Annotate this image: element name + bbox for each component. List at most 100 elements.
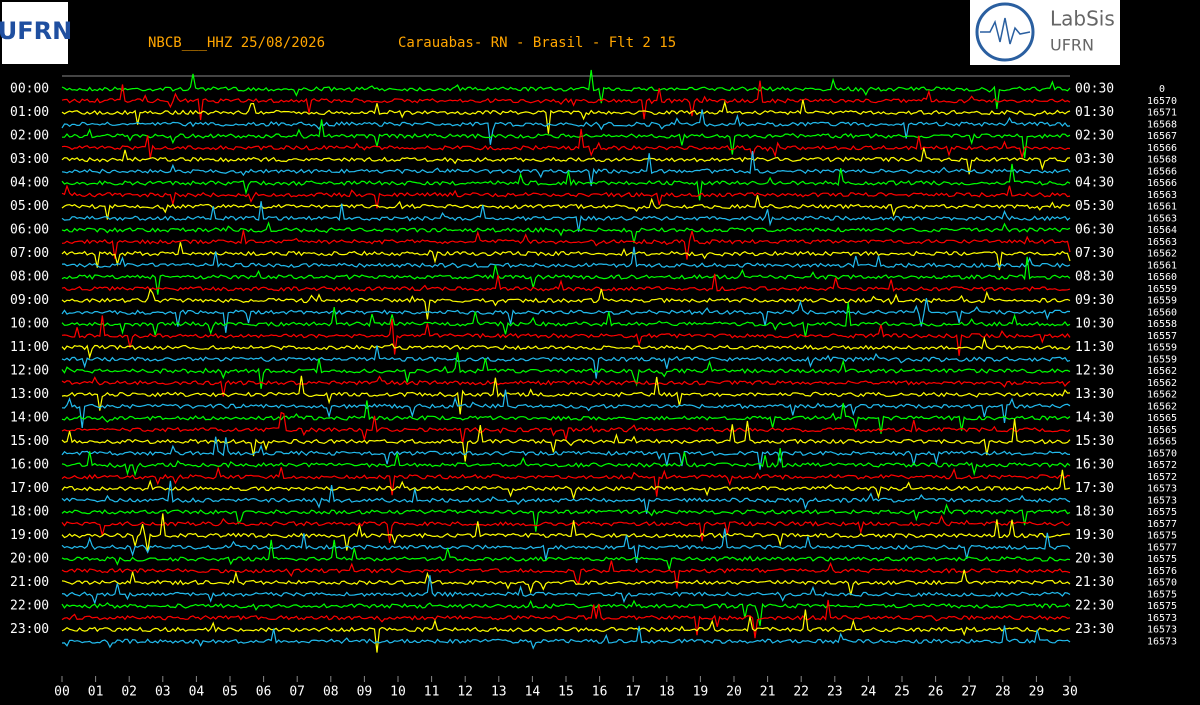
hour-label-right: 11:30	[1075, 340, 1114, 355]
hour-label-right: 12:30	[1075, 364, 1114, 379]
trace	[61, 256, 1071, 295]
minute-label: 05	[222, 685, 238, 700]
hour-label-left: 17:00	[10, 481, 49, 496]
minute-label: 25	[894, 685, 910, 700]
hour-label-right: 18:30	[1075, 505, 1114, 520]
hour-label-right: 21:30	[1075, 575, 1114, 590]
trace	[61, 69, 1071, 109]
offset-label: 16570	[1147, 96, 1177, 107]
offset-label: 16559	[1147, 354, 1177, 365]
minute-label: 02	[121, 685, 137, 700]
hour-label-left: 16:00	[10, 458, 49, 473]
offset-label: 16567	[1147, 131, 1177, 142]
trace	[61, 514, 1071, 543]
hour-label-left: 06:00	[10, 223, 49, 238]
minute-label: 03	[155, 685, 171, 700]
trace	[61, 195, 1071, 220]
trace	[61, 609, 1071, 653]
offset-label: 16573	[1147, 613, 1177, 624]
minute-label: 23	[827, 685, 843, 700]
offset-label: 16562	[1147, 249, 1177, 260]
minute-label: 24	[861, 685, 877, 700]
trace	[61, 560, 1071, 589]
minute-label: 18	[659, 685, 675, 700]
hour-label-left: 23:00	[10, 622, 49, 637]
offset-label: 16564	[1147, 225, 1177, 236]
minute-label: 26	[928, 685, 944, 700]
offset-label: 16565	[1147, 425, 1177, 436]
offset-label: 16577	[1147, 542, 1177, 553]
offset-label: 16570	[1147, 448, 1177, 459]
trace	[61, 539, 1071, 570]
hour-label-left: 21:00	[10, 575, 49, 590]
trace	[61, 528, 1071, 563]
trace	[61, 469, 1071, 501]
minute-label: 17	[625, 685, 641, 700]
labsis-wave	[980, 17, 1031, 45]
station-label: NBCB___HHZ 25/08/2026	[148, 35, 325, 51]
labsis-emblem	[975, 2, 1035, 62]
offset-label: 16562	[1147, 390, 1177, 401]
minute-label: 12	[457, 685, 473, 700]
minute-label: 21	[760, 685, 776, 700]
trace	[61, 184, 1071, 209]
labsis-title: LabSis	[1050, 7, 1115, 31]
trace	[61, 513, 1070, 553]
hour-label-right: 20:30	[1075, 552, 1114, 567]
hour-label-right: 01:30	[1075, 105, 1114, 120]
trace	[61, 99, 1071, 134]
hour-label-right: 17:30	[1075, 481, 1114, 496]
trace	[61, 466, 1071, 497]
hour-label-left: 01:00	[10, 105, 49, 120]
trace	[61, 128, 1071, 160]
offset-label: 16575	[1147, 601, 1177, 612]
offset-label: 16557	[1147, 331, 1177, 342]
hour-label-right: 23:30	[1075, 622, 1114, 637]
minute-label: 15	[558, 685, 574, 700]
offset-label: 16565	[1147, 413, 1177, 424]
offset-label: 16562	[1147, 401, 1177, 412]
trace	[61, 503, 1071, 532]
minute-label: 19	[693, 685, 709, 700]
minute-label: 27	[961, 685, 977, 700]
offset-label: 16568	[1147, 119, 1177, 130]
hour-label-left: 03:00	[10, 152, 49, 167]
offset-label: 16577	[1147, 519, 1177, 530]
trace	[61, 336, 1071, 360]
minute-label: 20	[726, 685, 742, 700]
offset-label: 16576	[1147, 566, 1177, 577]
offset-label: 16561	[1147, 202, 1177, 213]
minute-label: 06	[256, 685, 272, 700]
offset-label: 16575	[1147, 554, 1177, 565]
trace	[61, 273, 1071, 293]
trace	[61, 625, 1071, 650]
hour-label-left: 19:00	[10, 528, 49, 543]
hour-label-right: 00:30	[1075, 82, 1114, 97]
labsis-sub: UFRN	[1050, 36, 1094, 55]
hour-label-right: 09:30	[1075, 293, 1114, 308]
offset-label: 16570	[1147, 578, 1177, 589]
hour-label-left: 11:00	[10, 340, 49, 355]
minute-label: 10	[390, 685, 406, 700]
hour-label-right: 03:30	[1075, 152, 1114, 167]
trace	[61, 288, 1071, 320]
trace	[61, 297, 1071, 333]
minute-label: 08	[323, 685, 339, 700]
hour-label-left: 07:00	[10, 246, 49, 261]
offset-label: 16561	[1147, 260, 1177, 271]
hour-label-left: 20:00	[10, 552, 49, 567]
trace	[61, 436, 1071, 470]
hour-label-right: 04:30	[1075, 176, 1114, 191]
trace	[61, 345, 1071, 379]
minute-label: 01	[88, 685, 104, 700]
offset-label: 16560	[1147, 307, 1177, 318]
hour-label-right: 07:30	[1075, 246, 1114, 261]
offset-label: 16562	[1147, 378, 1177, 389]
offset-label: 0	[1159, 84, 1165, 95]
offset-label: 16566	[1147, 166, 1177, 177]
hour-label-right: 14:30	[1075, 411, 1114, 426]
minute-label: 28	[995, 685, 1011, 700]
trace	[61, 575, 1071, 606]
trace	[61, 201, 1071, 232]
